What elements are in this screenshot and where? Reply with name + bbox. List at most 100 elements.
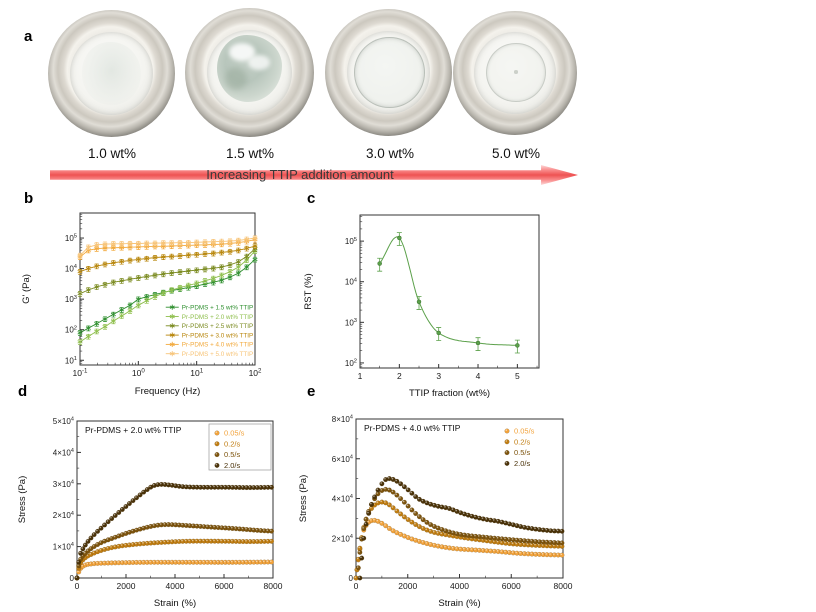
dish-content-faint-film <box>82 41 141 106</box>
svg-text:103: 103 <box>345 318 357 327</box>
arrow-label: Increasing TTIP addition amount <box>206 167 394 182</box>
dish-caption-2: 1.5 wt% <box>225 146 275 161</box>
svg-text:Pr-PDMS + 3.0 wt% TTIP: Pr-PDMS + 3.0 wt% TTIP <box>182 332 253 339</box>
svg-text:102: 102 <box>249 367 262 378</box>
panel-c-label: c <box>307 190 316 207</box>
svg-text:8000: 8000 <box>554 581 573 591</box>
svg-text:0: 0 <box>70 574 75 583</box>
series-0.5-s <box>74 522 275 581</box>
dish-content-small-disc <box>486 43 546 103</box>
svg-text:104: 104 <box>345 277 358 286</box>
gel-highlight <box>248 55 271 70</box>
gel-shadow <box>224 67 247 91</box>
series-2.0-s <box>357 476 565 581</box>
petri-dish-photo-4 <box>453 11 577 135</box>
series-2.0-s <box>74 481 275 581</box>
svg-text:0.5/s: 0.5/s <box>224 450 241 459</box>
chart-c-svg: 1 2 3 4 5 102 103 104 105 TTIP fraction (wt%) RST … <box>303 214 540 399</box>
svg-text:102: 102 <box>345 359 357 368</box>
chart-frequency-sweep: 10-1 100 101 102 101 102 103 104 105 Frequency (H… <box>18 200 290 398</box>
series-5.0 <box>77 235 258 259</box>
svg-text:5×104: 5×104 <box>53 417 75 426</box>
petri-dish-photo-3 <box>325 9 452 136</box>
svg-text:2: 2 <box>397 371 402 381</box>
svg-text:103: 103 <box>65 295 77 304</box>
svg-text:0.05/s: 0.05/s <box>514 427 535 436</box>
svg-text:0: 0 <box>349 574 354 583</box>
svg-text:0.2/s: 0.2/s <box>514 437 531 446</box>
chart-e-svg: 0 2000 4000 6000 8000 0 2×104 4×104 6×104 8×104 St… <box>298 415 573 609</box>
svg-text:4000: 4000 <box>450 581 469 591</box>
svg-text:2.0/s: 2.0/s <box>514 459 531 468</box>
svg-text:Stress (Pa): Stress (Pa) <box>298 475 309 523</box>
svg-text:8000: 8000 <box>264 581 283 591</box>
svg-text:105: 105 <box>65 234 77 243</box>
svg-text:0: 0 <box>75 581 80 591</box>
svg-text:2000: 2000 <box>398 581 417 591</box>
panel-d-label: d <box>18 383 28 400</box>
panel-a-label: a <box>24 28 33 45</box>
svg-text:0.2/s: 0.2/s <box>224 439 241 448</box>
dish-content-wrinkled-gel <box>217 35 282 103</box>
axes: 1 2 3 4 5 102 103 104 105 TTIP fraction (wt%) RST … <box>303 214 540 399</box>
svg-text:Pr-PDMS + 1.5 wt% TTIP: Pr-PDMS + 1.5 wt% TTIP <box>182 305 253 312</box>
svg-text:104: 104 <box>65 264 78 273</box>
svg-text:2×104: 2×104 <box>332 534 354 543</box>
svg-text:Pr-PDMS + 2.0 wt% TTIP: Pr-PDMS + 2.0 wt% TTIP <box>85 425 182 435</box>
chart-b-svg: 10-1 100 101 102 101 102 103 104 105 Frequency (H… <box>21 212 262 397</box>
svg-text:8×104: 8×104 <box>332 415 354 424</box>
svg-text:3: 3 <box>436 371 441 381</box>
legend: 0.05/s0.2/s 0.5/s 2.0/s <box>208 423 272 471</box>
svg-text:102: 102 <box>65 325 77 334</box>
svg-text:Pr-PDMS + 2.5 wt% TTIP: Pr-PDMS + 2.5 wt% TTIP <box>182 323 253 330</box>
svg-text:G' (Pa): G' (Pa) <box>21 274 32 304</box>
axes: 10-1 100 101 102 101 102 103 104 105 Frequency (H… <box>21 212 262 397</box>
series-0.2-s <box>74 538 275 581</box>
series-2.5 <box>77 246 258 297</box>
svg-text:Frequency (Hz): Frequency (Hz) <box>135 386 200 397</box>
chart-stress-strain-2wt: 0 2000 4000 6000 8000 0 1×104 2×104 3×104 4×104 5×… <box>14 405 301 610</box>
svg-text:101: 101 <box>190 367 203 378</box>
svg-text:1: 1 <box>358 371 363 381</box>
series-3.0 <box>77 243 258 275</box>
svg-text:105: 105 <box>345 237 357 246</box>
axes: 0 2000 4000 6000 8000 0 2×104 4×104 6×104 8×104 St… <box>298 415 573 609</box>
petri-dish-photo-2 <box>185 8 314 137</box>
svg-text:0.5/s: 0.5/s <box>514 448 531 457</box>
svg-text:6000: 6000 <box>215 581 234 591</box>
disc-center-mark <box>513 70 519 74</box>
svg-text:0.05/s: 0.05/s <box>224 429 245 438</box>
svg-text:Strain (%): Strain (%) <box>438 598 480 609</box>
dish-content-clear-disc <box>354 36 425 108</box>
legend: Pr-PDMS + 1.5 wt% TTIP Pr-PDMS + 2.0 wt% … <box>165 305 253 358</box>
series-0.5-s <box>355 486 565 571</box>
svg-text:100: 100 <box>132 367 145 378</box>
svg-text:4×104: 4×104 <box>53 448 75 457</box>
svg-text:RST (%): RST (%) <box>303 273 314 309</box>
svg-text:Pr-PDMS + 5.0 wt% TTIP: Pr-PDMS + 5.0 wt% TTIP <box>182 351 253 358</box>
gel-highlight <box>228 43 255 61</box>
panel-e-label: e <box>307 383 316 400</box>
svg-text:5: 5 <box>515 371 520 381</box>
svg-text:Stress (Pa): Stress (Pa) <box>17 476 28 524</box>
svg-text:4: 4 <box>476 371 481 381</box>
rst-series <box>377 232 520 354</box>
svg-text:Pr-PDMS + 4.0 wt% TTIP: Pr-PDMS + 4.0 wt% TTIP <box>182 342 253 349</box>
chart-rst-vs-ttip: 1 2 3 4 5 102 103 104 105 TTIP fraction (wt%) RST … <box>300 200 562 400</box>
chart-d-svg: 0 2000 4000 6000 8000 0 1×104 2×104 3×104 4×104 5×… <box>17 417 283 609</box>
svg-text:101: 101 <box>65 356 77 365</box>
series-0.05-s <box>74 559 275 581</box>
svg-text:2000: 2000 <box>117 581 136 591</box>
dish-caption-3: 3.0 wt% <box>365 146 415 161</box>
svg-text:0: 0 <box>354 581 359 591</box>
svg-text:TTIP fraction (wt%): TTIP fraction (wt%) <box>409 388 490 399</box>
dish-caption-4: 5.0 wt% <box>491 146 541 161</box>
svg-text:6×104: 6×104 <box>332 454 354 463</box>
svg-text:4×104: 4×104 <box>332 494 354 503</box>
svg-text:2.0/s: 2.0/s <box>224 461 241 470</box>
svg-text:4000: 4000 <box>166 581 185 591</box>
dish-caption-1: 1.0 wt% <box>87 146 137 161</box>
svg-text:Strain (%): Strain (%) <box>154 598 196 609</box>
svg-text:6000: 6000 <box>502 581 521 591</box>
